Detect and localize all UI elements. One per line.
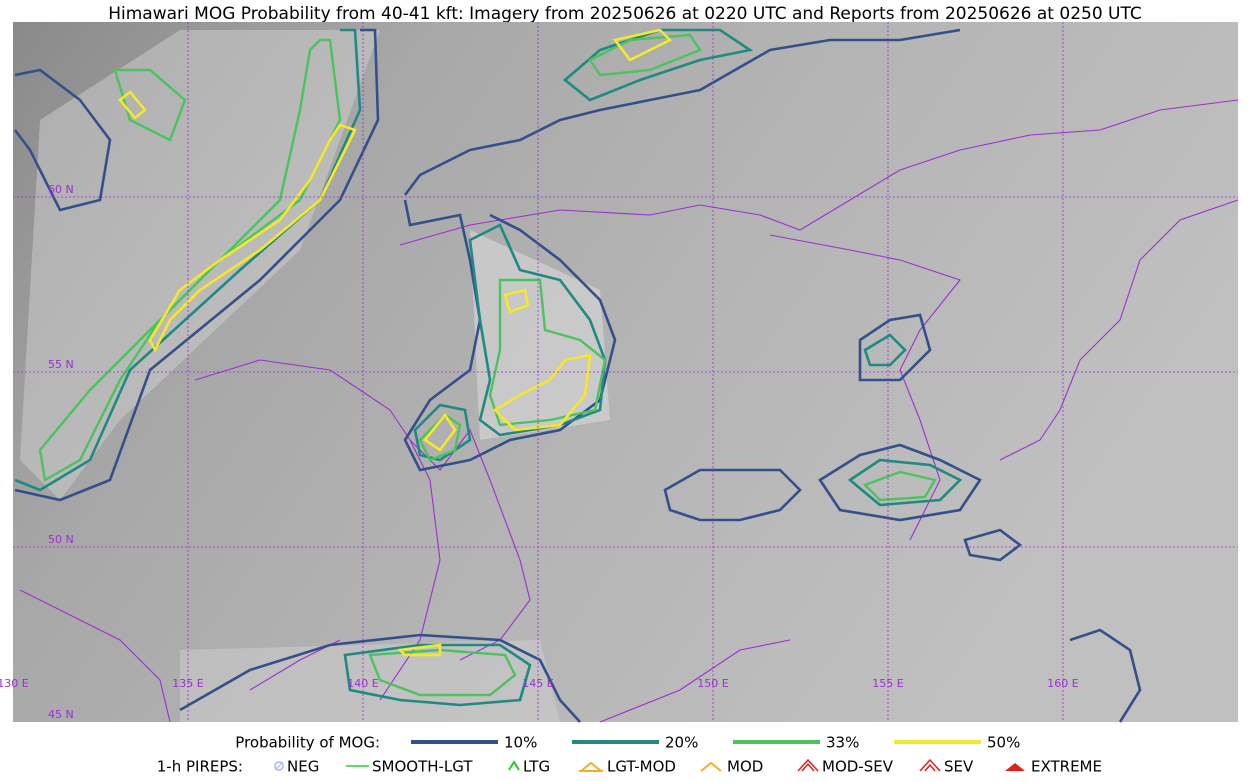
pirep-symbol bbox=[924, 763, 936, 772]
pirep-icon bbox=[797, 758, 819, 772]
lon-label: 135 E bbox=[172, 677, 203, 690]
pirep-label: MOD bbox=[727, 758, 763, 776]
pirep-icon bbox=[700, 761, 722, 772]
pirep-label: SMOOTH-LGT bbox=[372, 758, 473, 776]
lon-label: 145 E bbox=[522, 677, 553, 690]
legend: Probability of MOG: 10% 20% 33% 50% 1-h PIREP… bbox=[157, 734, 1102, 776]
pirep-symbol bbox=[274, 761, 284, 771]
pirep-label: LTG bbox=[523, 758, 550, 776]
legend-title: Probability of MOG: bbox=[235, 734, 380, 752]
legend-title: 1-h PIREPS: bbox=[157, 758, 243, 776]
lon-label: 160 E bbox=[1047, 677, 1078, 690]
lat-label: 60 N bbox=[48, 183, 74, 196]
lat-label: 50 N bbox=[48, 533, 74, 546]
lon-label: 130 E bbox=[0, 677, 29, 690]
legend-label: 50% bbox=[987, 734, 1020, 752]
pirep-label: SEV bbox=[944, 758, 974, 776]
pirep-icon bbox=[579, 761, 603, 772]
contours bbox=[13, 28, 1142, 723]
pirep-symbol bbox=[801, 762, 815, 772]
pirep-symbol bbox=[274, 761, 284, 771]
pirep-icon bbox=[1005, 763, 1025, 771]
pirep-label: LGT-MOD bbox=[607, 758, 676, 776]
coastlines bbox=[19, 99, 1239, 723]
pirep-symbol bbox=[797, 758, 819, 772]
pirep-label: EXTREME bbox=[1031, 758, 1102, 776]
lon-label: 140 E bbox=[347, 677, 378, 690]
pirep-symbol bbox=[508, 760, 520, 771]
legend-label: 10% bbox=[504, 734, 537, 752]
pirep-icon bbox=[274, 761, 284, 771]
lon-label: 155 E bbox=[872, 677, 903, 690]
legend-label: 20% bbox=[665, 734, 698, 752]
lat-label: 45 N bbox=[48, 708, 74, 721]
graticule: 60 N 55 N 50 N 45 N 130 E 135 E 140 E 145 E 150 … bbox=[0, 22, 1238, 722]
pirep-symbol bbox=[580, 761, 602, 772]
pirep-symbol bbox=[919, 758, 941, 772]
legend-label: 33% bbox=[826, 734, 859, 752]
lon-label: 150 E bbox=[697, 677, 728, 690]
pirep-label: NEG bbox=[287, 758, 319, 776]
pirep-symbol bbox=[700, 761, 722, 772]
pirep-symbol bbox=[1005, 763, 1025, 771]
pirep-icon bbox=[919, 758, 941, 772]
lat-label: 55 N bbox=[48, 358, 74, 371]
pirep-label: MOD-SEV bbox=[822, 758, 894, 776]
pirep-icon bbox=[508, 760, 520, 771]
title: Himawari MOG Probability from 40-41 kft:… bbox=[108, 4, 1142, 24]
